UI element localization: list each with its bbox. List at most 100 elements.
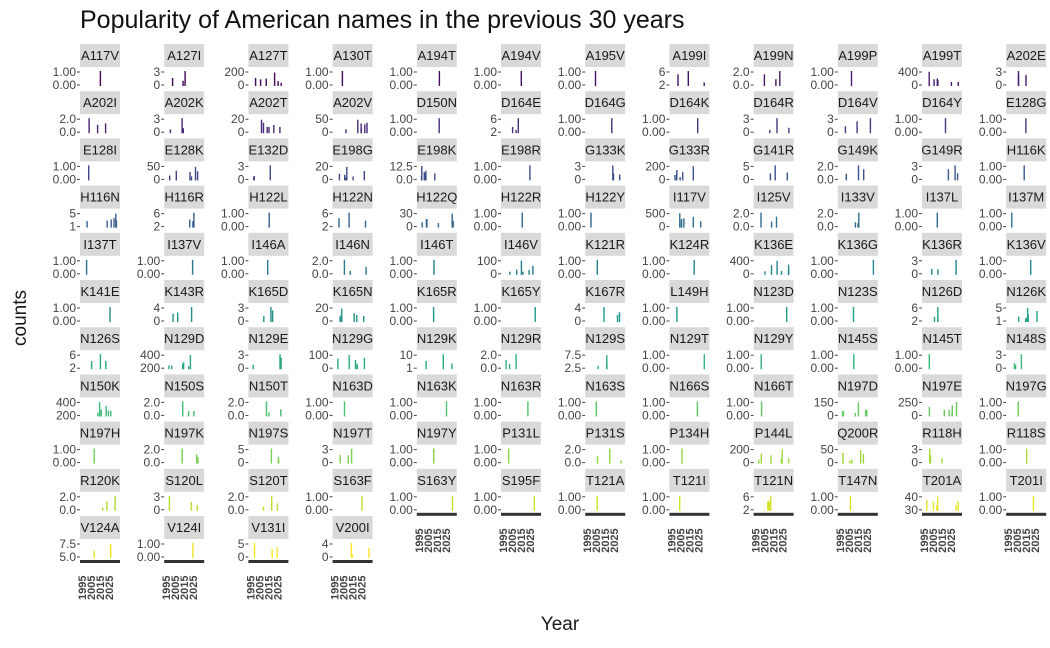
y-tick-label: 0.00 bbox=[979, 267, 1003, 281]
count-bar bbox=[363, 171, 365, 181]
x-tick-label: 2015 bbox=[769, 528, 781, 552]
facet-panel: E128K 050 bbox=[147, 138, 205, 186]
count-bar bbox=[620, 460, 622, 464]
y-tick-label: 0 bbox=[743, 125, 750, 139]
facet-panel: N126K 15 bbox=[996, 280, 1046, 328]
count-bar bbox=[763, 74, 766, 86]
count-bar bbox=[424, 174, 426, 181]
count-bar bbox=[177, 312, 179, 322]
facet-strip bbox=[248, 232, 289, 256]
count-bar bbox=[507, 448, 510, 464]
y-tick-label: 0 bbox=[827, 456, 834, 470]
count-bar bbox=[606, 355, 608, 370]
facet-strip bbox=[501, 327, 541, 351]
facet-strip-label: N197T bbox=[333, 426, 372, 441]
facet-panel: H122L 0.001.00 bbox=[221, 185, 289, 234]
facet-panel: I146T 0.001.00 bbox=[389, 232, 457, 281]
count-bar bbox=[169, 129, 172, 134]
count-bar bbox=[936, 505, 938, 511]
y-tick-label: 2.0 bbox=[59, 490, 76, 504]
y-tick-label: 0.00 bbox=[642, 361, 666, 375]
facet-strip-label: N150K bbox=[80, 378, 120, 393]
count-bar bbox=[175, 170, 177, 181]
count-bar bbox=[522, 271, 524, 275]
facet-strip-label: P131L bbox=[502, 426, 540, 441]
facet-panel: E132D 03 bbox=[238, 138, 289, 186]
x-tick-label: 2015 bbox=[937, 528, 949, 552]
y-tick-label: 3 bbox=[996, 348, 1003, 362]
facet-strip bbox=[1006, 468, 1047, 492]
y-tick-label: 0 bbox=[154, 125, 161, 139]
count-bar bbox=[85, 259, 88, 275]
y-tick-label: 1.00 bbox=[642, 395, 666, 409]
count-bar bbox=[189, 172, 191, 181]
facet-panel: I137T 0.001.00 bbox=[53, 232, 120, 281]
facet-strip-label: T121A bbox=[586, 473, 625, 488]
count-bar bbox=[259, 79, 262, 86]
facet-strip-label: N163D bbox=[332, 378, 372, 393]
count-bar bbox=[197, 457, 199, 464]
count-bar bbox=[769, 173, 772, 181]
count-bar bbox=[863, 169, 865, 181]
y-tick-label: 0.00 bbox=[558, 267, 582, 281]
y-tick-label: 1.00 bbox=[895, 348, 919, 362]
count-bar bbox=[100, 409, 102, 417]
facet-strip bbox=[416, 232, 457, 256]
y-tick-label: 0.00 bbox=[221, 267, 245, 281]
facet-panel: I125V 0.02.0 bbox=[733, 185, 794, 234]
y-tick-label: 6 bbox=[322, 207, 329, 221]
facet-strip-label: N129R bbox=[501, 331, 541, 346]
count-bar bbox=[421, 166, 423, 181]
facet-strip-label: N163S bbox=[585, 378, 625, 393]
facet-panel: H116N 15 bbox=[69, 185, 120, 234]
facet-panel: I146N 0.02.0 bbox=[312, 232, 373, 281]
y-tick-label: 150 bbox=[814, 395, 834, 409]
y-tick-label: 1.00 bbox=[221, 254, 245, 268]
y-tick-label: 200 bbox=[645, 159, 665, 173]
facet-panel: A199P 0.001.00 bbox=[810, 44, 878, 92]
count-bar bbox=[168, 365, 170, 370]
y-tick-label: 1 bbox=[69, 220, 76, 234]
facet-panel: K167R 04 bbox=[575, 280, 626, 328]
facet-panel: I137M 0.001.00 bbox=[979, 185, 1047, 234]
y-tick-label: 0.00 bbox=[979, 408, 1003, 422]
count-bar bbox=[596, 495, 598, 511]
facet-strip-label: A202V bbox=[333, 95, 372, 110]
count-bar bbox=[114, 495, 116, 511]
facet-strip bbox=[922, 280, 962, 303]
facet-strip bbox=[80, 91, 120, 115]
count-bar bbox=[941, 458, 943, 464]
y-tick-label: 1.00 bbox=[558, 254, 582, 268]
facet-strip bbox=[837, 280, 878, 303]
y-tick-label: 0.0 bbox=[480, 361, 497, 375]
y-tick-label: 1.00 bbox=[558, 207, 582, 221]
facet-strip-label: A199I bbox=[672, 48, 706, 63]
count-bar bbox=[350, 448, 353, 464]
facet-panel: K165Y 0.001.00 bbox=[474, 280, 541, 328]
y-tick-label: 0 bbox=[322, 125, 329, 139]
x-tick-label: 1995 bbox=[414, 528, 426, 552]
y-tick-label: 2.0 bbox=[144, 395, 161, 409]
facet-panel: A117V 0.001.00 bbox=[53, 44, 120, 92]
count-bar bbox=[194, 166, 197, 181]
y-tick-label: 1.00 bbox=[558, 65, 582, 79]
count-bar bbox=[182, 363, 184, 370]
x-tick-label: 2005 bbox=[507, 528, 519, 552]
y-tick-label: 1.00 bbox=[474, 159, 498, 173]
y-tick-label: 2.0 bbox=[733, 65, 750, 79]
y-tick-label: 1.00 bbox=[389, 395, 413, 409]
facet-strip bbox=[416, 468, 457, 492]
facet-strip bbox=[753, 374, 794, 398]
count-bar bbox=[534, 307, 536, 322]
count-bar bbox=[612, 165, 614, 181]
count-bar bbox=[609, 448, 611, 464]
y-tick-label: 6 bbox=[490, 112, 497, 126]
facet-strip bbox=[922, 44, 962, 67]
count-bar bbox=[171, 365, 173, 370]
facet-strip bbox=[332, 468, 373, 492]
x-tick-label: 2005 bbox=[591, 528, 603, 552]
